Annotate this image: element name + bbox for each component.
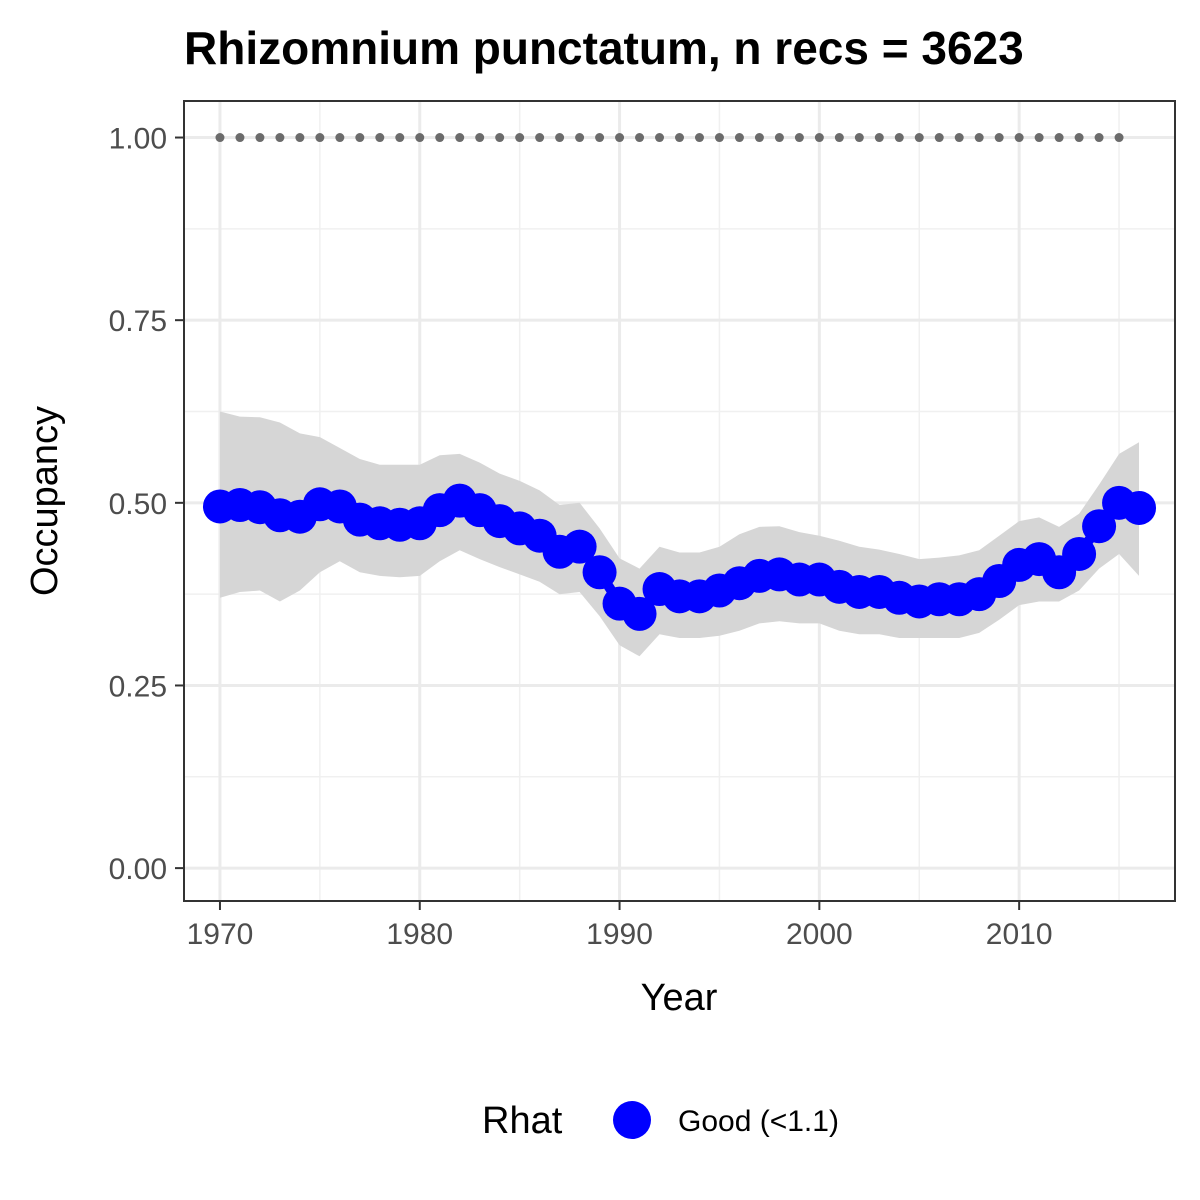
reference-point-31: [834, 133, 844, 143]
reference-point-28: [774, 133, 784, 143]
reference-point-38: [974, 133, 984, 143]
reference-point-20: [615, 133, 625, 143]
reference-point-5: [315, 133, 325, 143]
legend-title: Rhat: [482, 1100, 563, 1142]
reference-point-15: [515, 133, 525, 143]
occupancy-point-2014: [1082, 509, 1117, 544]
reference-point-42: [1054, 133, 1064, 143]
reference-point-3: [275, 133, 285, 143]
occupancy-point-2016: [1122, 490, 1157, 525]
reference-point-34: [894, 133, 904, 143]
reference-point-18: [575, 133, 585, 143]
x-tick-label-0: 1970: [187, 918, 254, 951]
reference-point-29: [794, 133, 804, 143]
reference-point-19: [595, 133, 605, 143]
chart-title: Rhizomnium punctatum, n recs = 3623: [184, 22, 1024, 74]
y-tick-label-3: 0.75: [109, 305, 167, 338]
reference-point-45: [1114, 133, 1124, 143]
reference-point-39: [994, 133, 1004, 143]
occupancy-point-2013: [1062, 536, 1097, 571]
legend-key-good: [613, 1101, 651, 1139]
x-tick-label-1: 1980: [386, 918, 453, 951]
reference-point-43: [1074, 133, 1084, 143]
reference-point-9: [395, 133, 405, 143]
y-axis: 0.00 0.25 0.50 0.75 1.00: [109, 123, 184, 886]
x-axis-label: Year: [641, 977, 718, 1019]
reference-point-24: [694, 133, 704, 143]
legend-label-good: Good (<1.1): [678, 1105, 839, 1138]
x-tick-label-2: 1990: [586, 918, 653, 951]
reference-point-36: [934, 133, 944, 143]
x-axis: 1970 1980 1990 2000 2010: [187, 901, 1053, 951]
reference-point-27: [754, 133, 764, 143]
x-tick-label-4: 2010: [986, 918, 1053, 951]
reference-point-23: [675, 133, 684, 143]
occupancy-point-1989: [582, 555, 617, 590]
x-tick-label-3: 2000: [786, 918, 853, 951]
y-tick-label-4: 1.00: [109, 123, 167, 156]
reference-point-22: [655, 133, 665, 143]
reference-point-35: [914, 133, 924, 143]
legend: Rhat Good (<1.1): [482, 1100, 839, 1142]
plot-border: [183, 100, 1176, 902]
reference-point-7: [355, 133, 365, 143]
reference-point-4: [295, 133, 305, 143]
reference-point-44: [1094, 133, 1104, 143]
reference-point-21: [635, 133, 645, 143]
reference-point-37: [954, 133, 964, 143]
reference-point-11: [435, 133, 445, 143]
reference-point-2: [255, 133, 265, 143]
occupancy-point-1991: [622, 596, 657, 631]
y-tick-label-2: 0.50: [109, 488, 167, 521]
reference-point-26: [734, 133, 744, 143]
occupancy-point-1988: [562, 529, 597, 564]
reference-point-32: [854, 133, 864, 143]
reference-point-13: [475, 133, 485, 143]
reference-point-40: [1014, 133, 1024, 143]
reference-point-41: [1034, 133, 1044, 143]
reference-point-16: [535, 133, 545, 143]
reference-point-8: [375, 133, 385, 143]
reference-point-33: [874, 133, 884, 143]
y-tick-label-1: 0.25: [109, 670, 167, 703]
reference-point-10: [415, 133, 425, 143]
reference-point-1: [235, 133, 245, 143]
reference-point-17: [555, 133, 565, 143]
series-layer: [202, 483, 1157, 631]
reference-points-layer: [215, 133, 1124, 143]
reference-point-30: [814, 133, 824, 143]
y-tick-label-0: 0.00: [109, 853, 167, 886]
reference-point-25: [714, 133, 724, 143]
reference-point-12: [455, 133, 465, 143]
reference-point-0: [215, 133, 225, 143]
y-axis-label: Occupancy: [24, 406, 66, 596]
reference-point-6: [335, 133, 345, 143]
reference-point-14: [495, 133, 505, 143]
